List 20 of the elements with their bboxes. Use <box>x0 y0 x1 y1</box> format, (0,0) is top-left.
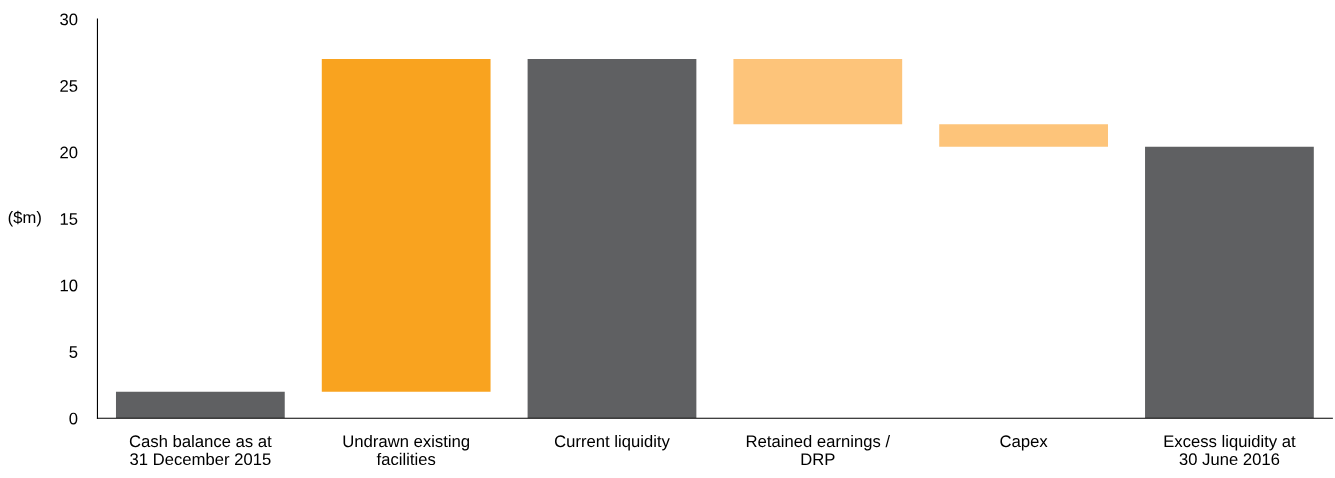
x-tick-label: Capex <box>1000 435 1048 451</box>
y-tick-label: 30 <box>60 13 78 26</box>
x-tick-label: Current liquidity <box>554 434 670 451</box>
bar <box>115 391 285 419</box>
y-axis-title: ($m) <box>8 210 41 227</box>
x-tick-label: Excess liquidity at 30 June 2016 <box>1164 434 1296 466</box>
y-tick-label: 20 <box>60 146 78 159</box>
y-tick-label: 25 <box>60 80 78 92</box>
bar <box>321 59 491 392</box>
bar <box>939 124 1108 147</box>
x-tick-label: Retained earnings / DRP <box>746 434 891 465</box>
x-tick-label: Undrawn existing facilities <box>343 434 470 466</box>
bar <box>1145 146 1314 419</box>
y-tick-label: 0 <box>69 412 78 425</box>
y-tick-label: 15 <box>60 213 78 225</box>
bar <box>527 59 697 419</box>
bar <box>733 59 903 125</box>
x-tick-label: Cash balance as at 31 December 2015 <box>129 434 272 466</box>
y-tick-label: 10 <box>60 279 78 292</box>
y-tick-label: 5 <box>69 346 78 358</box>
